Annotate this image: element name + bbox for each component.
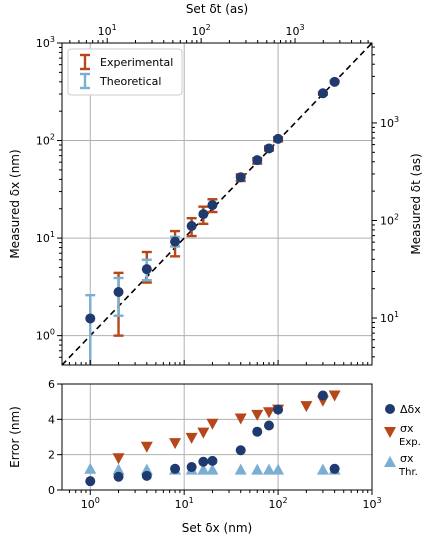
bottom-ytick-label: 6	[48, 378, 55, 391]
measured-point	[252, 155, 263, 166]
delta-point	[329, 463, 340, 474]
delta-point	[198, 456, 209, 467]
experimental-errorbars	[113, 79, 340, 337]
sigma-exp-markers	[112, 390, 341, 465]
sigma-thr-point	[272, 463, 285, 475]
delta-point	[170, 463, 181, 474]
measured-point	[186, 221, 197, 232]
measured-point	[263, 143, 274, 154]
delta-point	[85, 476, 96, 487]
measured-point	[198, 209, 209, 220]
delta-point	[207, 455, 218, 466]
bottom-plot-frame	[61, 383, 373, 491]
sigma-thr-point	[262, 463, 275, 475]
bottom-xtick-label: 100	[81, 496, 100, 511]
bottom-xtick-label: 101	[175, 496, 194, 511]
right-y-axis-label: Measured δt (as)	[409, 153, 423, 254]
delta-point	[113, 471, 124, 482]
sigma-thr-point	[197, 463, 210, 475]
y-tick-label: 101	[36, 230, 55, 245]
legend-experimental-label: Experimental	[100, 56, 173, 69]
sigma-exp-point	[112, 453, 125, 465]
delta-point	[263, 420, 274, 431]
sigma-thr-point	[84, 462, 97, 474]
sigma-thr-point	[112, 463, 125, 475]
sigma-thr-point	[316, 463, 329, 475]
measured-point	[85, 313, 96, 324]
y-tick-label: 103	[36, 35, 55, 50]
legend-theoretical-label: Theoretical	[99, 75, 161, 88]
legend-delta-label: Δδx	[400, 403, 421, 416]
delta-point	[317, 390, 328, 401]
bottom-ytick-label: 0	[48, 484, 55, 497]
sigma-exp-point	[300, 401, 313, 413]
sigma-thr-point	[251, 463, 264, 475]
bottom-x-axis-label: Set δx (nm)	[182, 521, 252, 535]
right-ytick-label: 102	[380, 212, 399, 227]
sigma-exp-point	[185, 432, 198, 444]
sigma-exp-point	[251, 409, 264, 421]
measured-point	[170, 236, 181, 247]
measured-markers	[85, 76, 340, 324]
right-ytick-label: 101	[380, 310, 399, 325]
delta-point	[186, 462, 197, 473]
top-axis-ticks: 100 101 102 103 101 102 103 101 102 103	[36, 23, 399, 365]
legend-thr-sigma: σx	[400, 452, 414, 465]
top-y-axis-label: Measured δx (nm)	[8, 149, 22, 258]
measured-point	[317, 88, 328, 99]
sigma-exp-point	[169, 438, 182, 450]
top-x-axis-label: Set δt (as)	[186, 2, 248, 16]
top-xtick-label: 103	[285, 23, 304, 38]
bottom-y-axis-label: Error (nm)	[8, 406, 22, 468]
bottom-ytick-label: 4	[48, 413, 55, 426]
delta-point	[141, 470, 152, 481]
y-tick-label: 102	[36, 133, 55, 148]
top-plot-frame	[61, 42, 373, 366]
measured-point	[141, 264, 152, 275]
measured-point	[235, 172, 246, 183]
top-legend-box	[67, 48, 183, 96]
sigma-thr-point	[206, 463, 219, 475]
top-xtick-label: 102	[192, 23, 211, 38]
y-tick-label: 100	[36, 328, 55, 343]
sigma-exp-point	[197, 427, 210, 439]
legend-exp-sub: Exp.	[399, 437, 421, 448]
right-ytick-label: 103	[380, 115, 399, 130]
bottom-xtick-label: 103	[362, 496, 381, 511]
legend-thr-marker	[384, 456, 396, 467]
legend-exp-sigma: σx	[400, 422, 414, 435]
legend-theoretical-swatch	[80, 72, 90, 90]
measured-point	[273, 133, 284, 144]
delta-point	[252, 426, 263, 437]
measured-point	[113, 287, 124, 298]
top-legend: Experimental Theoretical	[67, 48, 183, 96]
sigma-exp-point	[234, 413, 247, 425]
measured-point	[207, 200, 218, 211]
sigma-exp-point	[328, 390, 341, 402]
top-xtick-label: 101	[98, 23, 117, 38]
measured-point	[329, 76, 340, 87]
delta-point	[235, 445, 246, 456]
bottom-xtick-label: 102	[269, 496, 288, 511]
delta-markers	[85, 390, 340, 487]
sigma-exp-point	[140, 441, 153, 453]
legend-experimental-swatch	[80, 53, 90, 71]
delta-point	[273, 404, 284, 415]
legend-delta-marker	[385, 404, 395, 414]
sigma-exp-point	[206, 418, 219, 430]
legend-thr-sub: Thr.	[398, 467, 418, 478]
bottom-ytick-label: 2	[48, 449, 55, 462]
bottom-legend: Δδx σx Exp. σx Thr.	[384, 403, 421, 478]
bottom-axis-ticks: 100 101 102 103 0 2 4 6	[48, 378, 382, 511]
sigma-exp-point	[262, 407, 275, 419]
legend-exp-marker	[384, 427, 396, 438]
sigma-thr-point	[234, 463, 247, 475]
